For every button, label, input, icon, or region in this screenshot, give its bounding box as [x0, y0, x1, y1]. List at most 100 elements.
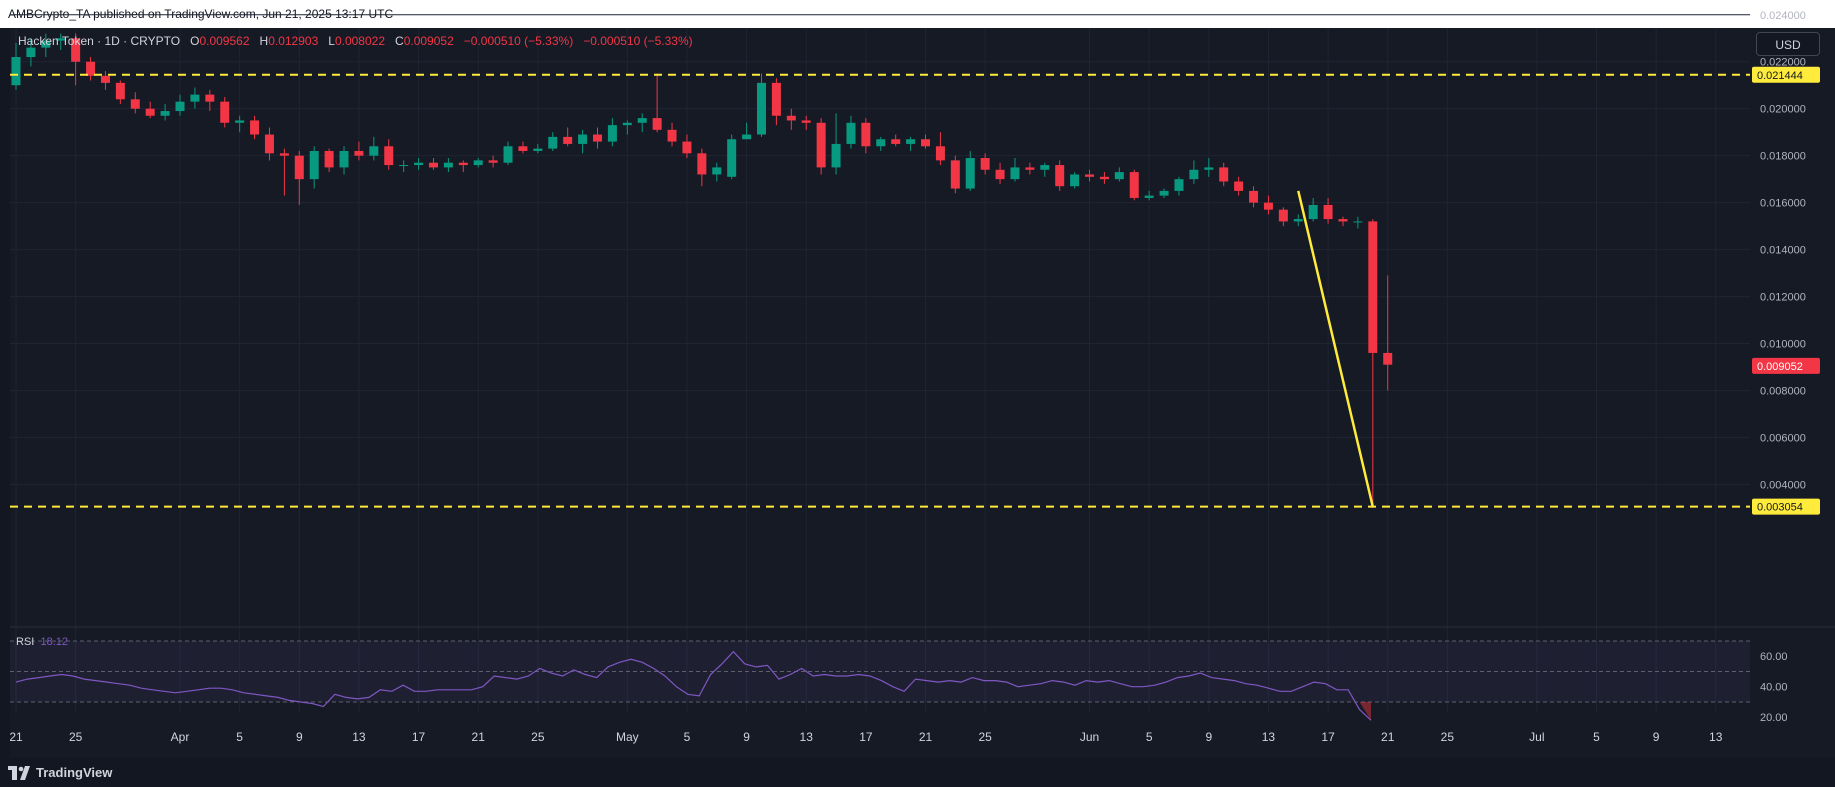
candle	[1338, 216, 1348, 227]
candle	[115, 80, 125, 105]
x-tick-label: Jun	[1080, 730, 1099, 744]
candle-body	[1263, 202, 1273, 210]
candle	[563, 127, 573, 147]
level-price-label: 0.021444	[1757, 70, 1803, 82]
change-value: −0.000510 (−5.33%)	[463, 34, 574, 48]
candle	[1383, 275, 1393, 391]
y-tick-label: 0.018000	[1760, 151, 1806, 163]
candle	[757, 73, 766, 137]
candle	[1174, 176, 1184, 196]
candle-body	[369, 146, 379, 156]
candle-body	[279, 153, 289, 156]
symbol-title[interactable]: Hacken Token · 1D · CRYPTO	[18, 34, 181, 48]
candle	[160, 104, 170, 121]
candle	[876, 136, 886, 151]
candle-body	[861, 122, 871, 147]
candle-body	[1368, 221, 1378, 353]
candle-body	[1323, 204, 1333, 220]
candle-body	[354, 150, 364, 156]
candle	[1234, 176, 1244, 196]
x-tick-label: 9	[743, 730, 750, 744]
candle	[488, 155, 498, 168]
candle	[86, 57, 96, 81]
candle	[71, 33, 81, 86]
candle-body	[264, 134, 274, 154]
tradingview-logo[interactable]: TradingView	[8, 765, 112, 780]
candle	[1353, 216, 1363, 229]
candle	[264, 127, 274, 161]
candle-body	[1219, 167, 1229, 182]
last-price-label: 0.009052	[1757, 361, 1803, 373]
y-tick-label: 0.004000	[1760, 479, 1806, 491]
candle-body	[1144, 195, 1154, 198]
candle-body	[1353, 221, 1363, 223]
candle	[100, 71, 110, 90]
candle	[652, 73, 662, 133]
candle	[26, 38, 36, 67]
candle	[801, 115, 811, 130]
candle-body	[86, 61, 96, 76]
candle-body	[622, 122, 632, 126]
candle	[1010, 158, 1020, 182]
currency-button[interactable]: USD	[1756, 32, 1820, 56]
candle	[294, 150, 304, 205]
rsi-line	[15, 650, 1372, 721]
candle	[712, 162, 722, 182]
candle	[1308, 197, 1318, 222]
candle	[995, 162, 1005, 184]
candle	[1099, 172, 1109, 184]
candle-body	[592, 134, 602, 142]
candle	[369, 136, 379, 161]
candle	[622, 120, 632, 135]
candle	[667, 122, 677, 147]
candle-body	[339, 150, 349, 168]
x-tick-label: 21	[472, 730, 486, 744]
trend-line	[1297, 190, 1375, 508]
candle	[1368, 219, 1378, 508]
y-tick-label: 0.008000	[1760, 386, 1806, 398]
candle-body	[71, 38, 81, 62]
candle	[1144, 190, 1154, 201]
candle-body	[965, 158, 975, 189]
candle	[250, 115, 260, 140]
candle	[861, 118, 871, 154]
candle	[279, 148, 289, 196]
rsi-legend[interactable]: RSI 18.12	[16, 636, 68, 648]
candle-body	[473, 160, 483, 166]
candle-body	[250, 120, 260, 135]
candle-body	[578, 134, 588, 144]
rsi-title: RSI	[16, 636, 35, 648]
candle-body	[1308, 204, 1318, 220]
candle-body	[995, 169, 1005, 180]
candle-body	[1338, 219, 1348, 222]
candle-body	[637, 118, 647, 123]
candle-body	[414, 162, 424, 166]
candle-body	[1174, 179, 1184, 191]
candle-body	[115, 82, 125, 100]
candle	[906, 136, 916, 151]
candle	[41, 33, 51, 58]
x-tick-label: 9	[1205, 730, 1212, 744]
candle-body	[503, 146, 513, 163]
candle-body	[950, 160, 960, 189]
candle-body	[906, 139, 916, 144]
candle	[205, 89, 215, 112]
candle	[414, 158, 424, 170]
x-tick-label: 21	[1381, 730, 1395, 744]
brand-name: TradingView	[36, 765, 113, 780]
x-tick-label: 9	[296, 730, 303, 744]
x-tick-label: 13	[352, 730, 366, 744]
x-tick-label: 25	[69, 730, 83, 744]
candle-body	[876, 139, 886, 147]
candle	[548, 132, 558, 151]
candle	[130, 92, 140, 114]
candle-body	[145, 108, 155, 116]
candle-body	[980, 158, 990, 170]
x-tick-label: Jul	[1529, 730, 1544, 744]
candle	[428, 158, 438, 170]
candle	[1040, 162, 1050, 177]
x-tick-label: 17	[859, 730, 873, 744]
candle-body	[1010, 167, 1020, 180]
candle	[1249, 186, 1259, 208]
